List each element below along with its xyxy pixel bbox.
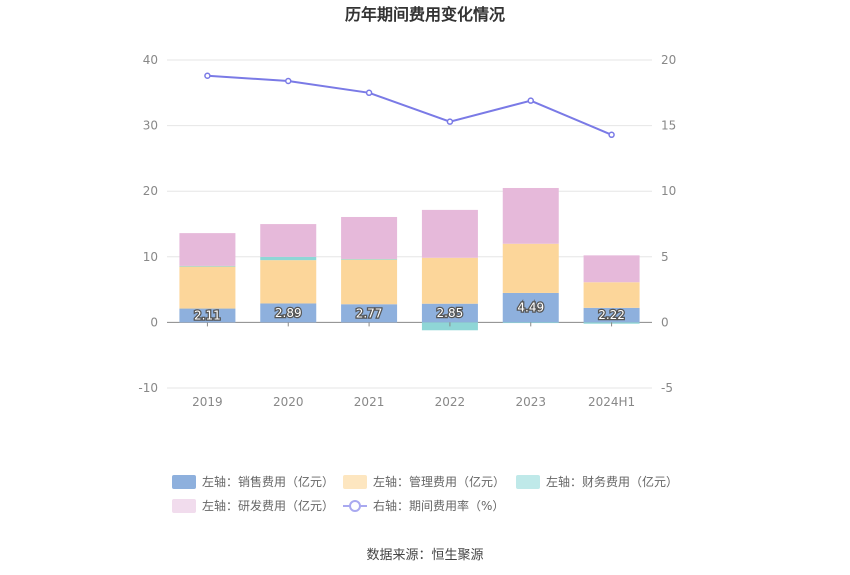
bar-segment: [421, 209, 478, 258]
left-tick-label: 0: [150, 315, 158, 329]
bar-segment: [179, 233, 236, 266]
bar-segment: [583, 307, 640, 323]
bar-segment: [583, 282, 640, 308]
x-tick-label: 2023: [515, 395, 546, 409]
rate-point: [527, 97, 534, 104]
legend-label: 左轴：财务费用（亿元）: [546, 474, 678, 489]
bar-segment: [502, 187, 559, 244]
rate-point: [204, 72, 211, 79]
bar-segment: [341, 304, 398, 323]
legend-label: 左轴：研发费用（亿元）: [202, 498, 334, 513]
bar-series: 2.11 2.89 2.77 2.85 4.49 2.22: [179, 187, 640, 331]
legend-swatch: [343, 475, 367, 489]
right-tick-label: 20: [661, 53, 676, 67]
legend-item[interactable]: 左轴：销售费用（亿元）: [172, 474, 334, 489]
bar-value-label: 2.85: [437, 306, 464, 320]
bar-segment: [502, 292, 559, 323]
legend-marker: [349, 500, 361, 512]
legend-label: 右轴：期间费用率（%）: [373, 498, 504, 513]
legend-label: 左轴：管理费用（亿元）: [373, 474, 505, 489]
bar-segment: [260, 260, 317, 304]
bar-segment: [583, 255, 640, 283]
legend-swatch: [516, 475, 540, 489]
right-tick-label: -5: [661, 381, 673, 395]
rate-point: [285, 77, 292, 85]
right-tick-label: 15: [661, 119, 676, 133]
x-tick-label: 2020: [273, 395, 304, 409]
right-tick-label: 5: [661, 250, 669, 264]
legend-label: 左轴：销售费用（亿元）: [202, 474, 334, 489]
line-series: [204, 72, 615, 139]
bar-value-label: 2.89: [275, 306, 302, 320]
rate-line: [207, 74, 612, 136]
legend-item[interactable]: 左轴：研发费用（亿元）: [172, 498, 334, 513]
axis-labels: -10 0 10 20 30 40 -5 0 5 10 15 20 2019 2020 2021 2022 20…: [138, 53, 676, 409]
grid-lines: [167, 59, 652, 389]
bar-segment: [502, 243, 559, 293]
bar-value-label: 4.49: [517, 301, 544, 315]
bar-segment: [341, 258, 398, 260]
bar-segment: [260, 224, 317, 257]
x-tick-label: 2022: [435, 395, 466, 409]
legend[interactable]: 左轴：销售费用（亿元） 左轴：管理费用（亿元） 左轴：财务费用（亿元） 左轴：研发费用…: [172, 474, 678, 513]
bar-value-label: 2.22: [598, 308, 625, 322]
left-tick-label: 30: [143, 119, 158, 133]
legend-item[interactable]: 左轴：财务费用（亿元）: [516, 474, 678, 489]
bar-segment: [260, 303, 317, 323]
bar-segment: [179, 265, 236, 267]
rate-point: [365, 89, 373, 97]
data-source: 数据来源：恒生聚源: [366, 548, 483, 563]
bar-segment: [341, 259, 398, 305]
bar-segment: [179, 308, 236, 323]
bar-segment: [341, 216, 398, 259]
legend-swatch: [172, 475, 196, 489]
right-tick-label: 10: [661, 184, 676, 198]
legend-swatch: [172, 499, 196, 513]
legend-item[interactable]: 右轴：期间费用率（%）: [343, 498, 504, 513]
bar-value-label: 2.77: [356, 306, 383, 320]
right-tick-label: 0: [661, 315, 669, 329]
bar-segment: [179, 266, 236, 309]
left-tick-label: 20: [143, 184, 158, 198]
chart-title: 历年期间费用变化情况: [345, 5, 505, 24]
bar-segment: [421, 257, 478, 304]
left-tick-label: 10: [143, 250, 158, 264]
rate-point: [446, 118, 454, 125]
x-tick-label: 2019: [192, 395, 223, 409]
bar-value-label: 2.11: [194, 308, 221, 322]
x-tick-label: 2024H1: [588, 395, 635, 409]
left-tick-label: 40: [143, 53, 158, 67]
bar-segment: [260, 256, 317, 261]
rate-point: [608, 131, 615, 139]
x-tick-label: 2021: [354, 395, 385, 409]
left-tick-label: -10: [138, 381, 158, 395]
bar-segment: [421, 303, 478, 323]
legend-item[interactable]: 左轴：管理费用（亿元）: [343, 474, 505, 489]
